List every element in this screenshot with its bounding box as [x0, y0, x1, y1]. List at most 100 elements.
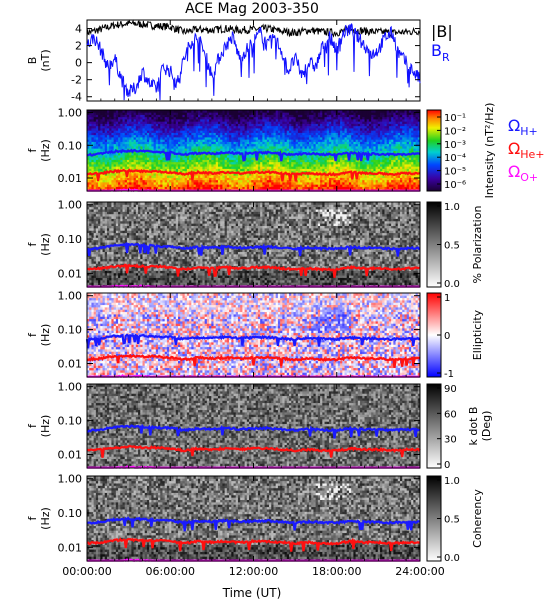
spectrogram-cell: [144, 168, 148, 172]
spectrogram-cell: [100, 155, 103, 158]
spectrogram-cell: [120, 157, 123, 160]
spectrogram-cell: [260, 152, 263, 156]
spectrogram-cell: [100, 130, 103, 133]
spectrogram-cell: [220, 166, 223, 169]
spectrogram-cell: [186, 134, 190, 138]
spectrogram-cell: [113, 116, 117, 120]
spectrogram-cell: [164, 186, 168, 190]
spectrogram-cell: [106, 148, 110, 151]
spectrogram-cell: [242, 114, 246, 118]
spectrogram-cell: [122, 125, 126, 129]
spectrogram-cell: [171, 166, 174, 169]
spectrogram-cell: [191, 110, 194, 113]
spectrogram-cell: [122, 170, 126, 174]
spectrogram-cell: [131, 161, 135, 165]
spectrogram-cell: [266, 116, 270, 120]
spectrogram-cell: [153, 166, 157, 169]
spectrogram-cell: [138, 177, 141, 181]
spectrogram-cell: [240, 150, 243, 154]
spectrogram-cell: [233, 141, 237, 145]
spectrogram-cell: [180, 128, 183, 131]
spectrogram-cell: [120, 166, 123, 169]
spectrogram-cell: [257, 175, 261, 178]
spectrogram-cell: [111, 155, 115, 158]
spectrogram-cell: [186, 168, 190, 172]
spectrogram-cell: [186, 141, 190, 145]
spectrogram-cell: [87, 110, 90, 113]
spectrogram-cell: [135, 184, 139, 187]
spectrogram-cell: [111, 184, 115, 187]
spectrogram-cell: [198, 114, 201, 118]
spectrogram-cell: [173, 130, 177, 133]
spectrogram-cell: [93, 128, 97, 131]
spectrogram-cell: [202, 139, 206, 142]
spectrogram-cell: [91, 141, 95, 145]
spectrogram-cell: [102, 179, 106, 183]
spectrogram-cell: [89, 123, 92, 127]
spectrogram-cell: [262, 161, 265, 165]
spectrogram-cell: [217, 119, 221, 122]
spectrogram-cell: [115, 164, 119, 167]
spectrogram-cell: [126, 119, 130, 122]
spectrogram-cell: [231, 175, 234, 178]
spectrogram-cell: [191, 141, 194, 145]
spectrogram-cell: [233, 168, 237, 172]
spectrogram-cell: [162, 148, 166, 151]
spectrogram-cell: [266, 112, 270, 115]
spectrogram-cell: [93, 182, 97, 185]
spectrogram-cell: [149, 116, 152, 120]
spectrogram-cell: [204, 114, 208, 118]
spectrogram-cell: [184, 155, 188, 158]
spectrogram-cell: [264, 152, 268, 156]
spectrogram-cell: [149, 157, 152, 160]
spectrogram-cell: [178, 139, 181, 142]
spectrogram-cell: [184, 119, 188, 122]
spectrogram-cell: [151, 152, 154, 156]
spectrogram-cell: [215, 141, 219, 145]
spectrogram-cell: [178, 116, 181, 120]
spectrogram-cell: [135, 143, 139, 147]
spectrogram-cell: [262, 173, 265, 176]
spectrogram-cell: [193, 139, 197, 142]
spectrogram-cell: [175, 168, 179, 172]
spectrogram-cell: [209, 134, 212, 138]
spectrogram-cell: [111, 146, 115, 149]
spectrogram-cell: [91, 182, 95, 185]
spectrogram-cell: [209, 132, 212, 136]
spectrogram-cell: [146, 152, 150, 156]
spectrogram-cell: [160, 152, 163, 156]
spectrogram-cell: [213, 141, 217, 145]
spectrogram-cell: [126, 152, 130, 156]
spectrogram-cell: [120, 143, 123, 147]
spectrogram-cell: [253, 159, 257, 163]
spectrogram-cell: [240, 175, 243, 178]
spectrogram-cell: [160, 175, 163, 178]
spectrogram-cell: [191, 168, 194, 172]
spectrogram-cell: [155, 175, 159, 178]
spectrogram-cell: [229, 116, 232, 120]
spectrogram-cell: [91, 137, 95, 140]
spectrogram-cell: [178, 132, 181, 136]
spectrogram-cell: [215, 148, 219, 151]
spectrogram-cell: [220, 164, 223, 167]
spectrogram-cell: [200, 182, 203, 185]
spectrogram-cell: [146, 161, 150, 165]
spectrogram-cell: [209, 157, 212, 160]
spectrogram-cell: [140, 143, 143, 147]
spectrogram-cell: [149, 134, 152, 138]
spectrogram-cell: [215, 177, 219, 181]
spectrogram-cell: [162, 123, 166, 127]
spectrogram-cell: [149, 141, 152, 145]
spectrogram-cell: [226, 161, 230, 165]
spectrogram-cell: [106, 110, 110, 113]
spectrogram-cell: [255, 128, 259, 131]
spectrogram-cell: [149, 182, 152, 185]
spectrogram-cell: [178, 134, 181, 138]
spectrogram-cell: [240, 125, 243, 129]
spectrogram-cell: [118, 186, 121, 190]
spectrogram-cell: [140, 186, 143, 190]
spectrogram-cell: [242, 179, 246, 183]
spectrogram-cell: [215, 166, 219, 169]
spectrogram-cell: [235, 134, 239, 138]
spectrogram-cell: [133, 121, 137, 124]
